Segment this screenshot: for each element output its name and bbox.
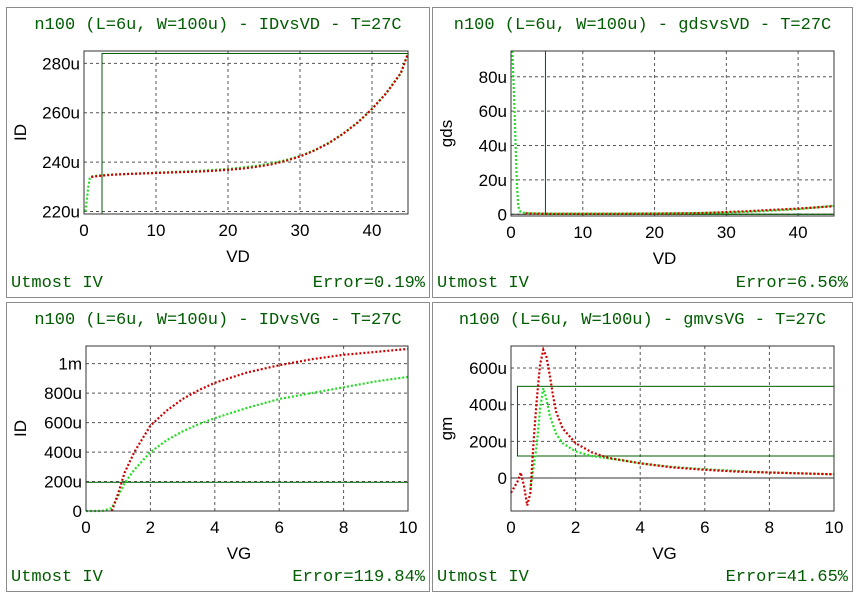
y-tick-label: 400u	[469, 396, 507, 415]
chart-idvsvg: 0 2 4 6 8 10 0 200u 400u 600u 800u 1m VG ID	[11, 345, 418, 563]
y-tick-label: 220u	[42, 203, 80, 222]
y-tick-label: 800u	[44, 384, 82, 403]
y-tick-label: 60u	[479, 102, 507, 121]
model-label: Utmost IV	[437, 274, 529, 293]
x-axis-label: VD	[226, 247, 250, 266]
error-label: Error=0.19%	[312, 274, 425, 293]
panel-idvsvg: 0 2 4 6 8 10 0 200u 400u 600u 800u 1m VG ID n100 (L=6…	[6, 302, 430, 592]
y-tick-label: 80u	[479, 68, 507, 87]
x-tick-label: 4	[635, 518, 644, 537]
x-tick-label: 20	[645, 223, 664, 242]
x-tick-label: 2	[146, 518, 155, 537]
panel-title: n100 (L=6u, W=100u) - IDvsVG - T=27C	[34, 311, 402, 330]
x-tick-label: 4	[210, 518, 219, 537]
y-tick-label: 0	[498, 469, 507, 488]
simulated-curve	[525, 205, 835, 215]
y-axis-label: ID	[11, 124, 30, 141]
x-tick-label: 40	[789, 223, 808, 242]
x-tick-label: 0	[79, 221, 88, 240]
x-tick-label: 10	[147, 221, 166, 240]
model-label: Utmost IV	[437, 568, 529, 587]
x-tick-label: 8	[339, 518, 348, 537]
x-tick-label: 0	[506, 518, 515, 537]
panel-title: n100 (L=6u, W=100u) - IDvsVD - T=27C	[34, 16, 402, 35]
plot-frame	[83, 50, 409, 215]
x-tick-label: 6	[700, 518, 709, 537]
y-tick-label: 1m	[58, 355, 82, 374]
simulated-curve	[510, 346, 835, 506]
error-label: Error=41.65%	[725, 568, 848, 587]
x-tick-label: 30	[291, 221, 310, 240]
y-tick-label: 200u	[469, 432, 507, 451]
y-axis-label: gds	[437, 120, 456, 147]
model-label: Utmost IV	[11, 274, 103, 293]
x-axis-label: VD	[653, 249, 677, 268]
x-tick-label: 40	[363, 221, 382, 240]
y-tick-label: 600u	[469, 359, 507, 378]
chart-gdsvsvd: 0 10 20 30 40 0 20u 40u 60u 80u VD gds	[437, 50, 835, 268]
panel-title: n100 (L=6u, W=100u) - gdsvsVD - T=27C	[453, 16, 832, 35]
x-tick-label: 10	[825, 518, 844, 537]
fit-window-box	[101, 52, 409, 215]
y-tick-label: 260u	[42, 104, 80, 123]
plot-frame	[510, 345, 835, 512]
y-tick-label: 20u	[479, 171, 507, 190]
measured-curve	[511, 50, 835, 215]
simulated-curve	[91, 53, 410, 179]
measured-curve	[84, 53, 410, 212]
fit-window-box	[85, 481, 409, 512]
measured-curve	[529, 387, 835, 490]
y-tick-label: 0	[73, 502, 82, 521]
error-label: Error=119.84%	[292, 568, 425, 587]
y-tick-label: 400u	[44, 443, 82, 462]
x-tick-label: 6	[274, 518, 283, 537]
plot-frame	[85, 345, 409, 512]
chart-idvsvd: 0 10 20 30 40 220u 240u 260u 280u VD ID	[11, 50, 410, 266]
y-tick-label: 280u	[42, 54, 80, 73]
y-tick-label: 0	[498, 205, 507, 224]
simulated-curve	[110, 347, 409, 512]
y-tick-label: 240u	[42, 153, 80, 172]
panel-gmvsvg: 0 2 4 6 8 10 0 200u 400u 600u VG gm n100 (L=6u, W=1…	[432, 302, 853, 592]
x-tick-label: 0	[81, 518, 90, 537]
x-tick-label: 8	[765, 518, 774, 537]
x-axis-label: VG	[652, 544, 677, 563]
fit-window-box	[544, 50, 835, 215]
x-tick-label: 0	[506, 223, 515, 242]
fit-window-box	[516, 385, 835, 457]
x-tick-label: 10	[573, 223, 592, 242]
error-label: Error=6.56%	[735, 274, 848, 293]
x-axis-label: VG	[227, 544, 252, 563]
measured-curve	[86, 375, 409, 513]
x-tick-label: 30	[717, 223, 736, 242]
y-tick-label: 40u	[479, 137, 507, 156]
panel-title: n100 (L=6u, W=100u) - gmvsVG - T=27C	[458, 311, 827, 330]
panel-gdsvsvd: 0 10 20 30 40 0 20u 40u 60u 80u VD gds n100 (L=6u, …	[432, 7, 853, 298]
y-tick-label: 200u	[44, 473, 82, 492]
x-tick-label: 20	[219, 221, 238, 240]
y-axis-label: ID	[11, 420, 30, 437]
chart-gmvsvg: 0 2 4 6 8 10 0 200u 400u 600u VG gm	[437, 345, 844, 563]
panel-idvsvd: 0 10 20 30 40 220u 240u 260u 280u VD ID n100 (L=6u…	[6, 7, 430, 298]
model-label: Utmost IV	[11, 568, 103, 587]
y-axis-label: gm	[437, 417, 456, 441]
y-tick-label: 600u	[44, 414, 82, 433]
x-tick-label: 2	[571, 518, 580, 537]
x-tick-label: 10	[399, 518, 418, 537]
plot-frame	[510, 50, 835, 217]
